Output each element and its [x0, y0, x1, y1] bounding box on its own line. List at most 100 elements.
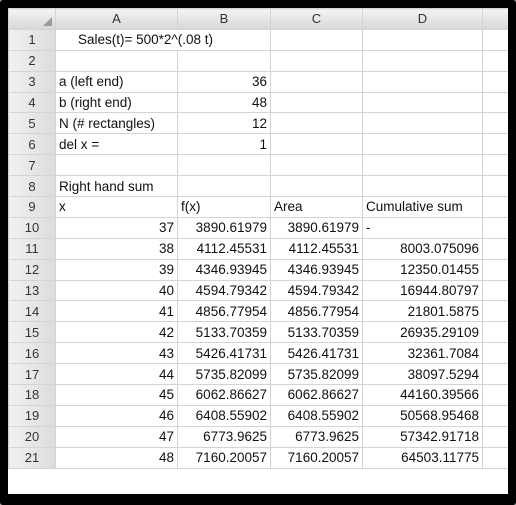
cell-e6[interactable] [482, 133, 508, 156]
cell-c11[interactable]: 4112.45531 [270, 237, 363, 260]
cell-b3[interactable]: 36 [177, 70, 271, 93]
cell-d20[interactable]: 57342.91718 [362, 425, 483, 448]
cell-c7[interactable] [270, 154, 363, 177]
cell-d15[interactable]: 26935.29109 [362, 321, 483, 344]
cell-b19[interactable]: 6408.55902 [177, 404, 271, 427]
cell-e20[interactable] [482, 425, 508, 448]
cell-c14[interactable]: 4856.77954 [270, 300, 363, 323]
cell-c9[interactable]: Area [270, 196, 363, 218]
cell-b6[interactable]: 1 [177, 133, 271, 156]
column-header-a[interactable]: A [55, 8, 178, 30]
cell-c18[interactable]: 6062.86627 [270, 384, 363, 406]
row-header[interactable]: 4 [8, 91, 56, 114]
cell-c21[interactable]: 7160.20057 [270, 446, 363, 469]
cell-c2[interactable] [270, 49, 363, 72]
cell-a8[interactable]: Right hand sum [55, 175, 178, 198]
cell-c4[interactable] [270, 91, 363, 114]
cell-d18[interactable]: 44160.39566 [362, 384, 483, 406]
cell-c15[interactable]: 5133.70359 [270, 321, 363, 344]
cell-d2[interactable] [362, 49, 483, 72]
cell-d4[interactable] [362, 91, 483, 114]
row-header[interactable]: 6 [8, 133, 56, 156]
row-header[interactable]: 21 [8, 446, 56, 469]
cell-b9[interactable]: f(x) [177, 196, 271, 218]
cell-b4[interactable]: 48 [177, 91, 271, 114]
cell-d21[interactable]: 64503.11775 [362, 446, 483, 469]
cell-b10[interactable]: 3890.61979 [177, 216, 271, 239]
cell-e8[interactable] [482, 175, 508, 198]
cell-e7[interactable] [482, 154, 508, 177]
cell-d11[interactable]: 8003.075096 [362, 237, 483, 260]
cell-e18[interactable] [482, 384, 508, 406]
cell-b20[interactable]: 6773.9625 [177, 425, 271, 448]
row-header[interactable]: 9 [8, 196, 56, 218]
cell-a17[interactable]: 44 [55, 363, 178, 386]
row-header[interactable]: 10 [8, 216, 56, 239]
cell-b16[interactable]: 5426.41731 [177, 342, 271, 365]
spreadsheet-grid[interactable]: A B C D 1 Sales(t)= 500*2^(.08 t) 2 [8, 8, 508, 494]
row-header[interactable]: 1 [8, 28, 56, 51]
cell-e2[interactable] [482, 49, 508, 72]
cell-b13[interactable]: 4594.79342 [177, 279, 271, 302]
cell-a1[interactable]: Sales(t)= 500*2^(.08 t) [55, 28, 271, 51]
cell-c19[interactable]: 6408.55902 [270, 404, 363, 427]
cell-c10[interactable]: 3890.61979 [270, 216, 363, 239]
cell-a5[interactable]: N (# rectangles) [55, 112, 178, 135]
cell-a7[interactable] [55, 154, 178, 177]
cell-a10[interactable]: 37 [55, 216, 178, 239]
cell-e1[interactable] [482, 28, 508, 51]
row-header[interactable]: 17 [8, 363, 56, 386]
cell-d14[interactable]: 21801.5875 [362, 300, 483, 323]
cell-a19[interactable]: 46 [55, 404, 178, 427]
cell-a3[interactable]: a (left end) [55, 70, 178, 93]
cell-a2[interactable] [55, 49, 178, 72]
cell-a11[interactable]: 38 [55, 237, 178, 260]
cell-e9[interactable] [482, 196, 508, 218]
cell-a16[interactable]: 43 [55, 342, 178, 365]
cell-b14[interactable]: 4856.77954 [177, 300, 271, 323]
cell-a12[interactable]: 39 [55, 258, 178, 281]
cell-d3[interactable] [362, 70, 483, 93]
cell-e5[interactable] [482, 112, 508, 135]
row-header[interactable]: 5 [8, 112, 56, 135]
cell-d9[interactable]: Cumulative sum [362, 196, 483, 218]
cell-c1[interactable] [270, 28, 363, 51]
cell-b12[interactable]: 4346.93945 [177, 258, 271, 281]
row-header[interactable]: 3 [8, 70, 56, 93]
cell-e10[interactable] [482, 216, 508, 239]
cell-d19[interactable]: 50568.95468 [362, 404, 483, 427]
row-header[interactable]: 7 [8, 154, 56, 177]
cell-b8[interactable] [177, 175, 271, 198]
row-header[interactable]: 16 [8, 342, 56, 365]
row-header[interactable]: 18 [8, 384, 56, 406]
cell-d8[interactable] [362, 175, 483, 198]
row-header[interactable]: 15 [8, 321, 56, 344]
cell-e19[interactable] [482, 404, 508, 427]
cell-d12[interactable]: 12350.01455 [362, 258, 483, 281]
row-header[interactable]: 19 [8, 404, 56, 427]
cell-e11[interactable] [482, 237, 508, 260]
cell-d13[interactable]: 16944.80797 [362, 279, 483, 302]
cell-a6[interactable]: del x = [55, 133, 178, 156]
column-header-d[interactable]: D [362, 8, 483, 30]
cell-a9[interactable]: x [55, 196, 178, 218]
row-header[interactable]: 20 [8, 425, 56, 448]
cell-c3[interactable] [270, 70, 363, 93]
cell-d7[interactable] [362, 154, 483, 177]
cell-c6[interactable] [270, 133, 363, 156]
cell-b21[interactable]: 7160.20057 [177, 446, 271, 469]
cell-d1[interactable] [362, 28, 483, 51]
cell-e14[interactable] [482, 300, 508, 323]
cell-b11[interactable]: 4112.45531 [177, 237, 271, 260]
row-header[interactable]: 8 [8, 175, 56, 198]
column-header-b[interactable]: B [177, 8, 271, 30]
cell-a13[interactable]: 40 [55, 279, 178, 302]
cell-c8[interactable] [270, 175, 363, 198]
cell-c5[interactable] [270, 112, 363, 135]
row-header[interactable]: 2 [8, 49, 56, 72]
cell-a14[interactable]: 41 [55, 300, 178, 323]
cell-e15[interactable] [482, 321, 508, 344]
column-header-c[interactable]: C [270, 8, 363, 30]
cell-d6[interactable] [362, 133, 483, 156]
cell-b2[interactable] [177, 49, 271, 72]
